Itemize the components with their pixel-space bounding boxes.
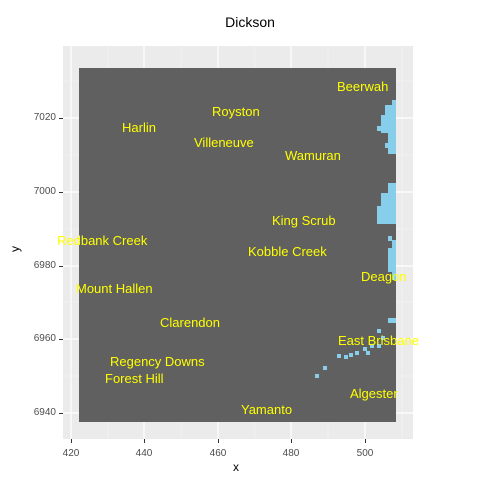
water-cell	[315, 374, 319, 378]
x-tick-label: 440	[135, 448, 153, 459]
place-label: Wamuran	[285, 148, 341, 163]
raster-area	[79, 68, 396, 422]
x-tick-mark	[365, 439, 366, 443]
y-tick-mark	[59, 266, 63, 267]
water-cell	[377, 126, 381, 131]
water-cell	[381, 336, 385, 340]
place-label: Regency Downs	[110, 354, 205, 369]
place-label: Algester	[350, 386, 398, 401]
y-tick-mark	[59, 192, 63, 193]
water-cell	[388, 248, 396, 272]
water-cell	[381, 115, 396, 133]
x-tick-mark	[218, 439, 219, 443]
x-axis-label: x	[233, 460, 239, 474]
place-label: Villeneuve	[194, 135, 254, 150]
place-label: Mount Hallen	[76, 281, 153, 296]
place-label: Yamanto	[241, 402, 293, 417]
place-label: Beerwah	[337, 79, 389, 94]
place-label: Harlin	[122, 120, 156, 135]
x-tick-mark	[144, 439, 145, 443]
x-tick-label: 480	[282, 448, 300, 459]
water-cell	[392, 272, 396, 280]
place-label: Forest Hill	[105, 371, 164, 386]
water-cell	[337, 354, 341, 358]
y-tick-label: 6940	[33, 407, 56, 418]
water-cell	[370, 344, 374, 348]
water-cell	[355, 351, 359, 355]
water-cell	[388, 236, 392, 241]
water-cell	[377, 344, 381, 348]
place-label: East Brisbane	[338, 333, 419, 348]
place-label: Redbank Creek	[57, 233, 148, 248]
place-label: Kobble Creek	[248, 244, 327, 259]
water-cell	[366, 351, 370, 355]
water-cell	[344, 355, 348, 359]
x-tick-mark	[291, 439, 292, 443]
water-cell	[349, 353, 353, 357]
map-title: Dickson	[225, 14, 275, 30]
place-label: Clarendon	[160, 315, 220, 330]
x-tick-label: 420	[62, 448, 80, 459]
water-cell	[377, 329, 381, 333]
water-cell	[388, 133, 396, 154]
y-tick-mark	[59, 413, 63, 414]
y-tick-label: 6960	[33, 333, 56, 344]
y-tick-label: 6980	[33, 260, 56, 271]
water-cell	[392, 100, 396, 105]
water-cell	[377, 206, 396, 224]
map-panel: Beerwah Royston Harlin Villeneuve Wamura…	[57, 46, 419, 439]
water-cell	[392, 240, 396, 248]
x-tick-label: 460	[209, 448, 227, 459]
place-label: Deagon	[361, 269, 407, 284]
water-cell	[385, 105, 396, 115]
water-cell	[363, 347, 367, 351]
y-tick-label: 7020	[33, 112, 56, 123]
y-tick-mark	[59, 339, 63, 340]
x-tick-label: 500	[356, 448, 374, 459]
place-label: Royston	[212, 104, 260, 119]
water-cell	[388, 183, 396, 193]
water-cell	[381, 193, 396, 206]
water-cell	[385, 143, 389, 148]
y-tick-label: 7000	[33, 186, 56, 197]
water-cell	[323, 366, 327, 370]
y-axis-label: y	[8, 246, 22, 252]
y-tick-mark	[59, 118, 63, 119]
water-cell	[388, 318, 396, 323]
x-tick-mark	[71, 439, 72, 443]
place-label: King Scrub	[272, 213, 336, 228]
